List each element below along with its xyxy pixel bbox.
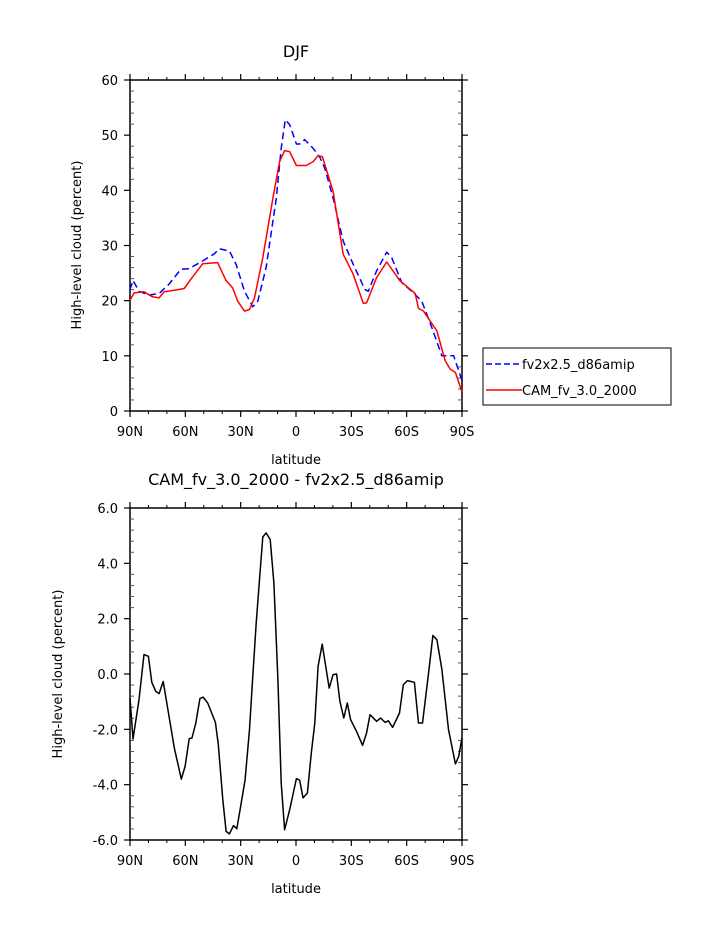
bottom-series-line-difference — [129, 532, 463, 835]
bottom-plot-frame — [129, 507, 463, 841]
bottom-x-tick-label: 30S — [339, 854, 364, 869]
bottom-y-tick-label: -4.0 — [93, 779, 118, 794]
bottom-x-tick-label: 90N — [117, 854, 143, 869]
bottom-x-tick-label: 60N — [172, 854, 198, 869]
top-x-tick-label: 30S — [339, 425, 364, 440]
bottom-y-tick-label: 0.0 — [97, 668, 118, 683]
top-x-axis-label: latitude — [271, 453, 321, 468]
top-x-tick-label: 60N — [172, 425, 198, 440]
bottom-x-tick-label: 90S — [450, 854, 475, 869]
bottom-y-tick-label: 2.0 — [97, 613, 118, 628]
top-series-line-fv2x2.5_d86amip — [129, 118, 463, 381]
bottom-y-tick-label: 4.0 — [97, 557, 118, 572]
top-series-line-CAM_fv_3.0_2000 — [129, 149, 463, 393]
top-y-tick-label: 30 — [101, 240, 118, 255]
top-y-tick-label: 20 — [101, 295, 118, 310]
bottom-y-tick-label: 6.0 — [97, 502, 118, 517]
bottom-x-tick-label: 30N — [228, 854, 254, 869]
bottom-y-tick-label: -6.0 — [93, 834, 118, 849]
top-y-tick-label: 0 — [110, 405, 118, 420]
top-x-tick-label: 90N — [117, 425, 143, 440]
top-plot-frame — [129, 79, 463, 412]
top-y-axis-label: High-level cloud (percent) — [70, 161, 85, 330]
bottom-y-tick-label: -2.0 — [93, 723, 118, 738]
bottom-x-axis-label: latitude — [271, 882, 321, 897]
legend: fv2x2.5_d86amip CAM_fv_3.0_2000 — [482, 347, 672, 406]
top-y-tick-label: 60 — [101, 74, 118, 89]
bottom-y-axis-label: High-level cloud (percent) — [51, 590, 66, 759]
top-y-tick-label: 50 — [101, 129, 118, 144]
legend-box — [482, 347, 672, 406]
top-y-tick-label: 10 — [101, 350, 118, 365]
bottom-x-tick-label: 0 — [292, 854, 300, 869]
bottom-x-tick-label: 60S — [394, 854, 419, 869]
top-y-tick-label: 40 — [101, 184, 118, 199]
legend-label-cam: CAM_fv_3.0_2000 — [522, 384, 637, 399]
bottom-chart-title: CAM_fv_3.0_2000 - fv2x2.5_d86amip — [148, 470, 444, 490]
top-x-tick-label: 90S — [450, 425, 475, 440]
top-x-tick-label: 0 — [292, 425, 300, 440]
top-chart-title: DJF — [283, 42, 309, 61]
top-x-tick-label: 30N — [228, 425, 254, 440]
legend-label-fv2x2.5: fv2x2.5_d86amip — [522, 358, 635, 373]
top-x-tick-label: 60S — [394, 425, 419, 440]
